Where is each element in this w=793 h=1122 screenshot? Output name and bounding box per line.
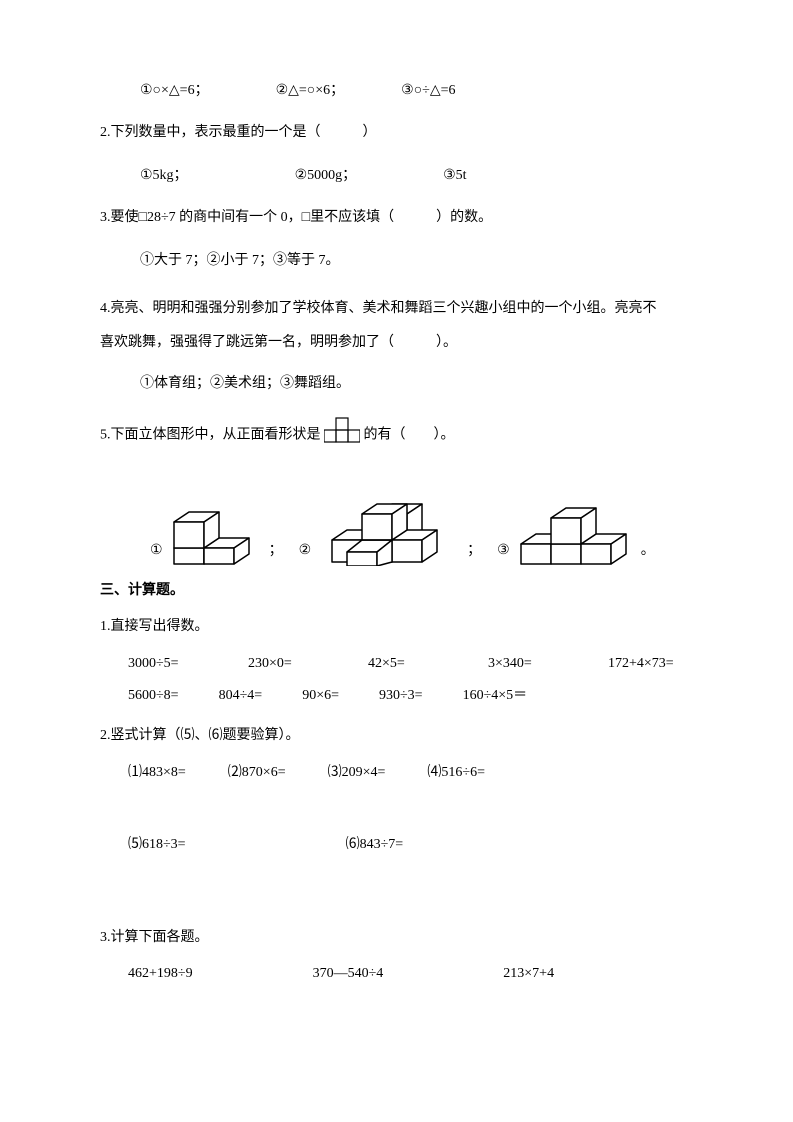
q5-stem: 5.下面立体图形中，从正面看形状是 的有（ ）。: [100, 416, 693, 454]
vert-item: ⑶209×4=: [328, 762, 386, 784]
vert-item: ⑹843÷7=: [346, 834, 404, 856]
q5-sep-2: ；: [467, 540, 481, 562]
vert-item: ⑵870×6=: [228, 762, 286, 784]
q4-options: ①体育组；②美术组；③舞蹈组。: [140, 373, 693, 395]
q2-opt-3: ③5t: [443, 165, 466, 187]
cube-diagram-3-icon: [516, 488, 641, 566]
sub2-row1: ⑴483×8= ⑵870×6= ⑶209×4= ⑷516÷6=: [128, 762, 693, 784]
sub2-title: 2.竖式计算（⑸、⑹题要验算）。: [100, 725, 693, 747]
calc-cell: 3000÷5=: [128, 653, 208, 675]
sub1-title: 1.直接写出得数。: [100, 616, 693, 638]
q5-prefix: 5.下面立体图形中，从正面看形状是: [100, 427, 321, 442]
q5-label-3: ③: [497, 540, 510, 562]
sub3-row: 462+198÷9 370—540÷4 213×7+4: [128, 963, 693, 985]
calc-cell: 5600÷8=: [128, 685, 179, 707]
calc-cell: 804÷4=: [219, 685, 263, 707]
q5-fig-1: ① ；: [140, 488, 289, 566]
q5-sep-3: 。: [641, 540, 655, 562]
sub2-row2: ⑸618÷3= ⑹843÷7=: [128, 834, 693, 856]
q4-line1: 4.亮亮、明明和强强分别参加了学校体育、美术和舞蹈三个兴趣小组中的一个小组。亮亮…: [100, 292, 693, 326]
q4-line2: 喜欢跳舞，强强得了跳远第一名，明明参加了（ ）。: [100, 326, 693, 360]
q1-opt-3: ③○÷△=6: [401, 80, 455, 102]
q2-opt-2: ②5000g；: [295, 165, 357, 187]
expr-item: 462+198÷9: [128, 963, 193, 985]
calc-cell: 160÷4×5＝: [463, 685, 528, 707]
q2-opt-1: ①5kg；: [140, 165, 188, 187]
q1-opt-1: ①○×△=6；: [140, 80, 209, 102]
cube-diagram-1-icon: [169, 488, 269, 566]
calc-cell: 230×0=: [248, 653, 328, 675]
section3-title: 三、计算题。: [100, 580, 693, 602]
expr-item: 213×7+4: [503, 963, 554, 985]
q5-figures: ① ； ②: [140, 474, 693, 566]
q2-stem: 2.下列数量中，表示最重的一个是（ ）: [100, 122, 693, 144]
expr-item: 370—540÷4: [313, 963, 384, 985]
calc-cell: 172+4×73=: [608, 653, 688, 675]
cube-diagram-2-icon: [317, 474, 467, 566]
calc-cell: 3×340=: [488, 653, 568, 675]
sub1-row2: 5600÷8= 804÷4= 90×6= 930÷3= 160÷4×5＝: [128, 685, 693, 707]
front-view-shape-icon: [324, 416, 360, 454]
calc-cell: 42×5=: [368, 653, 448, 675]
q3-stem: 3.要使□28÷7 的商中间有一个 0，□里不应该填（ ）的数。: [100, 207, 693, 229]
q5-label-1: ①: [150, 540, 163, 562]
q1-opt-2: ②△=○×6；: [276, 80, 345, 102]
q5-sep-1: ；: [269, 540, 283, 562]
vert-item: ⑴483×8=: [128, 762, 186, 784]
q2-options: ①5kg； ②5000g； ③5t: [140, 165, 693, 187]
vert-item: ⑷516÷6=: [427, 762, 485, 784]
calc-cell: 90×6=: [302, 685, 339, 707]
q5-suffix: 的有（ ）。: [364, 427, 455, 442]
calc-cell: 930÷3=: [379, 685, 423, 707]
q5-label-2: ②: [299, 540, 312, 562]
q3-options: ①大于 7；②小于 7；③等于 7。: [140, 250, 693, 272]
q5-fig-3: ③ 。: [487, 488, 661, 566]
q1-options: ①○×△=6； ②△=○×6； ③○÷△=6: [140, 80, 693, 102]
q5-fig-2: ②: [289, 474, 488, 566]
vert-item: ⑸618÷3=: [128, 834, 186, 856]
sub1-row1: 3000÷5= 230×0= 42×5= 3×340= 172+4×73=: [128, 653, 693, 675]
sub3-title: 3.计算下面各题。: [100, 927, 693, 949]
